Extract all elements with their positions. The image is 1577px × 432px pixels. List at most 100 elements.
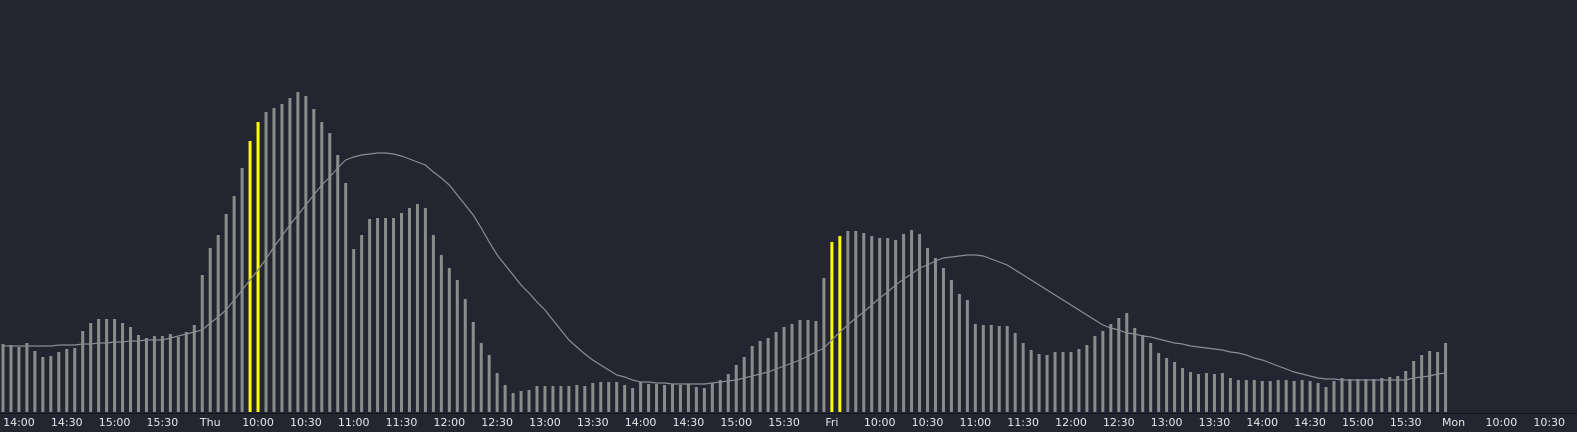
bar [1228, 378, 1232, 412]
bar [615, 382, 619, 412]
bar [1252, 380, 1256, 412]
x-tick-label: 14:30 [673, 416, 705, 429]
x-tick-label: 11:00 [338, 416, 370, 429]
bar [694, 387, 698, 412]
x-tick-label: 10:30 [912, 416, 944, 429]
bar [862, 233, 866, 412]
bar [1197, 374, 1200, 412]
x-tick-label: 13:00 [1151, 416, 1183, 429]
bar [846, 231, 850, 412]
bar [352, 249, 356, 412]
bar [152, 336, 156, 412]
bar [1348, 379, 1352, 412]
bar [806, 320, 810, 412]
bar [136, 335, 140, 412]
bar [320, 122, 324, 412]
bar [232, 196, 236, 412]
bar [471, 322, 475, 412]
x-tick-label: 15:30 [1390, 416, 1422, 429]
bar [1380, 378, 1384, 412]
bar [910, 230, 914, 412]
x-tick-label: 10:00 [864, 416, 896, 429]
bar [296, 92, 300, 412]
bar [1364, 379, 1368, 412]
bar [423, 208, 427, 412]
bar [113, 319, 117, 412]
bar [503, 385, 507, 412]
bar [822, 278, 826, 412]
bar [407, 208, 411, 412]
bar [933, 258, 937, 412]
x-tick-label: 10:30 [1533, 416, 1565, 429]
bar [1420, 355, 1424, 412]
bar [918, 234, 922, 412]
bar [288, 98, 292, 412]
x-tick-label: 15:00 [99, 416, 131, 429]
bar [224, 214, 228, 412]
bar [1404, 371, 1408, 412]
bar [336, 155, 340, 412]
bar [280, 104, 284, 412]
bar [790, 324, 794, 412]
x-tick-label: 14:00 [1246, 416, 1278, 429]
bar [973, 324, 977, 412]
bar [734, 365, 738, 412]
bar [639, 382, 643, 412]
bar [392, 218, 396, 412]
bar [1388, 377, 1392, 412]
bar [957, 294, 961, 412]
bar [487, 355, 491, 412]
bar [1005, 326, 1009, 412]
bar [591, 383, 595, 412]
bar [551, 386, 555, 412]
bar [894, 240, 898, 412]
bar [495, 373, 499, 412]
bar [1332, 381, 1336, 412]
bar [686, 384, 690, 412]
highlighted-bar [830, 242, 834, 412]
bar [1268, 381, 1272, 412]
bar [479, 343, 483, 412]
x-tick-label: 14:30 [1294, 416, 1326, 429]
bar [33, 351, 37, 412]
bar [1444, 343, 1448, 412]
bar [607, 382, 611, 412]
bar [663, 385, 667, 412]
bar [1021, 343, 1025, 412]
bar [1085, 345, 1089, 412]
bar [455, 280, 459, 412]
bar [583, 386, 587, 412]
bar [1236, 380, 1240, 412]
bar [1284, 380, 1288, 412]
bar [1308, 381, 1312, 412]
bar [1340, 378, 1344, 412]
x-tick-label: 10:00 [1486, 416, 1518, 429]
bar [415, 204, 419, 412]
x-tick-label: 13:30 [1199, 416, 1231, 429]
bar [400, 213, 403, 412]
bar [742, 357, 746, 412]
bar [886, 238, 890, 412]
bar [360, 235, 364, 412]
bar [1037, 354, 1041, 412]
bar [670, 384, 674, 412]
bar [184, 332, 188, 412]
bar [384, 218, 388, 412]
bar [981, 325, 985, 412]
bar [750, 346, 754, 412]
bar [1029, 350, 1033, 412]
bar [121, 323, 125, 412]
bar [129, 327, 133, 412]
x-tick-label: 11:30 [386, 416, 418, 429]
bar [567, 386, 571, 412]
bar [1141, 335, 1145, 412]
x-tick-label: Thu [199, 416, 221, 429]
bar [57, 352, 61, 412]
bar [941, 268, 945, 412]
bar [344, 183, 348, 412]
bar [599, 382, 603, 412]
bar [1117, 318, 1121, 412]
x-tick-label: 12:00 [433, 416, 465, 429]
x-tick-label: 11:00 [959, 416, 991, 429]
bar [1212, 374, 1216, 412]
